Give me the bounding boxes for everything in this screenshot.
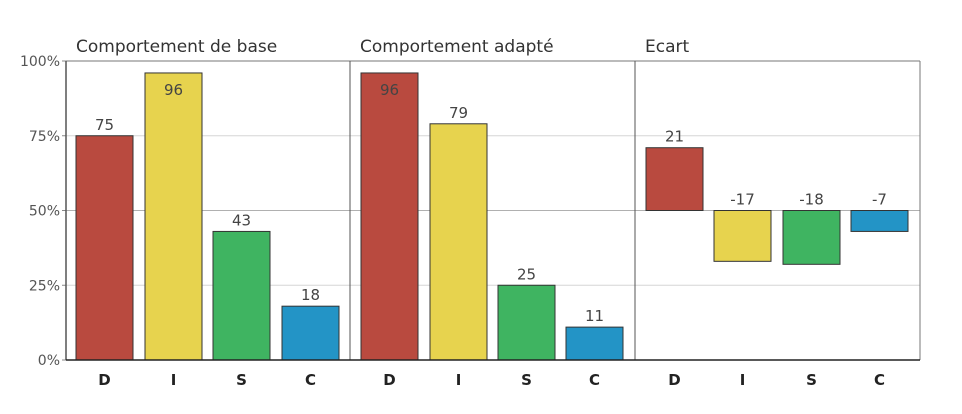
bar-s — [782, 210, 841, 265]
bar-c — [565, 326, 624, 361]
x-tick-label: D — [98, 371, 110, 389]
x-tick-label: D — [383, 371, 395, 389]
bar-d — [75, 135, 134, 361]
data-label: 96 — [164, 81, 183, 99]
bar-d — [645, 147, 704, 212]
bar-s — [497, 284, 556, 361]
x-tick-label: I — [171, 371, 177, 389]
data-label: 25 — [517, 265, 536, 283]
data-label: -17 — [730, 191, 755, 209]
y-tick-label: 100% — [20, 54, 60, 70]
x-tick-label: C — [589, 371, 600, 389]
bar-d — [360, 72, 419, 361]
panel-title: Comportement de base — [76, 37, 277, 57]
bar-i — [144, 72, 203, 361]
data-label: 43 — [232, 211, 251, 229]
data-label: 21 — [665, 128, 684, 146]
x-tick-label: S — [236, 371, 247, 389]
data-label: 18 — [301, 286, 320, 304]
bar-c — [281, 305, 340, 361]
bar-i — [429, 123, 488, 361]
x-tick-label: C — [874, 371, 885, 389]
data-label: 96 — [380, 81, 399, 99]
data-label: 75 — [95, 116, 114, 134]
x-tick-label: D — [668, 371, 680, 389]
data-label: 11 — [585, 307, 604, 325]
x-tick-label: C — [305, 371, 316, 389]
panel-title: Comportement adapté — [360, 37, 554, 57]
y-tick-label: 25% — [29, 278, 60, 294]
data-label: 79 — [449, 104, 468, 122]
y-tick-label: 50% — [29, 204, 60, 220]
bar-c — [850, 210, 909, 232]
x-tick-label: I — [740, 371, 746, 389]
x-tick-label: I — [456, 371, 462, 389]
y-tick-label: 75% — [29, 129, 60, 145]
bar-s — [212, 230, 271, 361]
bar-i — [713, 210, 772, 262]
x-tick-label: S — [806, 371, 817, 389]
y-tick-label: 0% — [38, 353, 60, 369]
data-label: -7 — [872, 191, 887, 209]
panel-title: Ecart — [645, 37, 689, 57]
data-label: -18 — [799, 191, 824, 209]
x-tick-label: S — [521, 371, 532, 389]
